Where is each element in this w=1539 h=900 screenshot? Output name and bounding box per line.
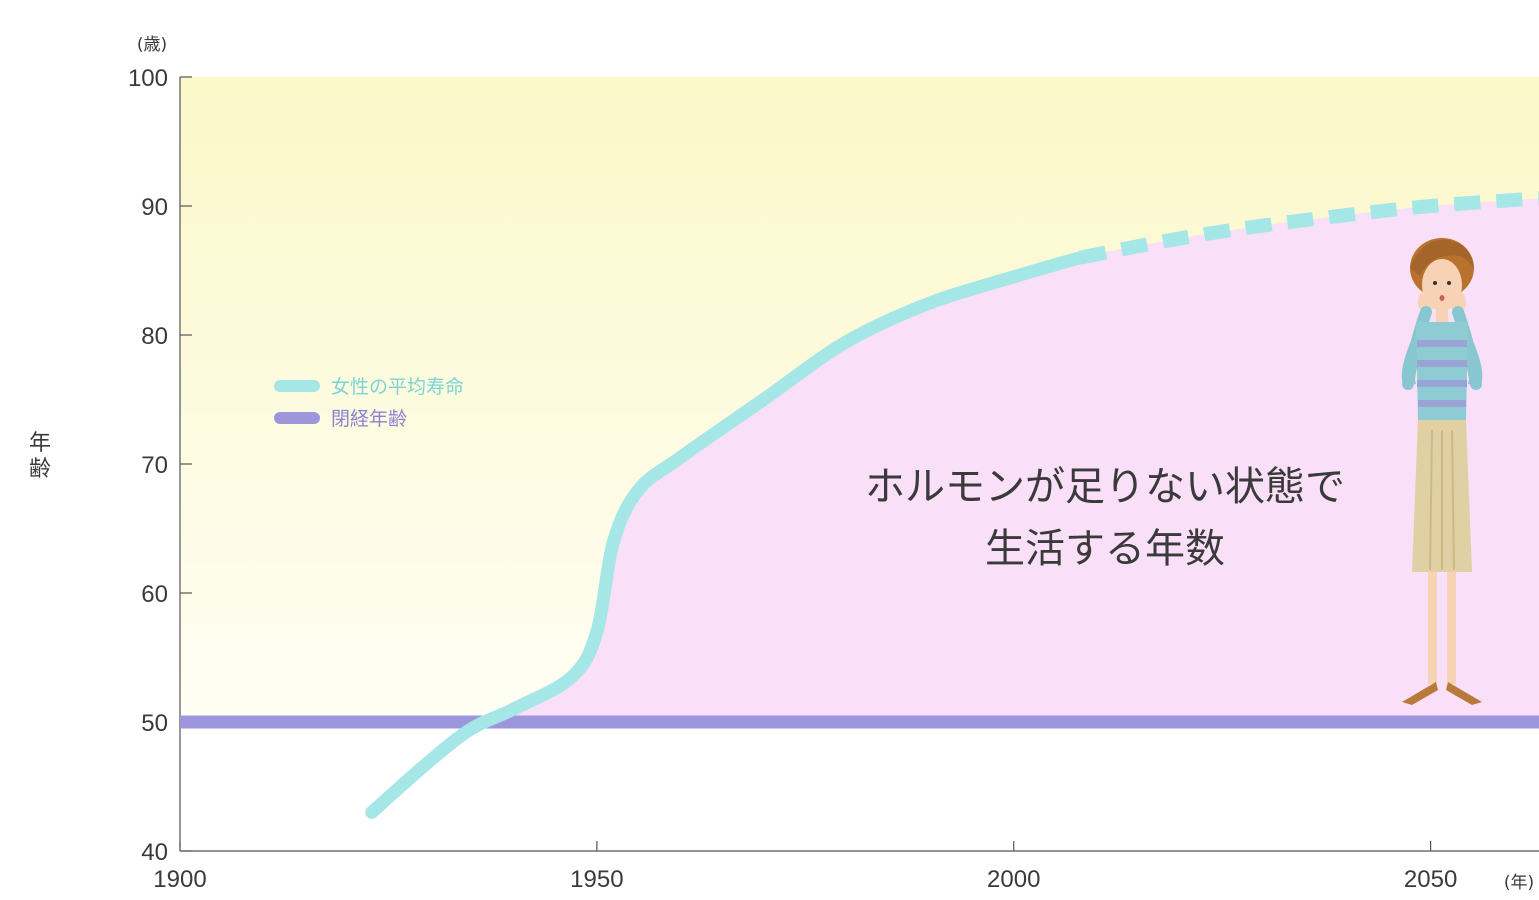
x-tick-label: 1900 [153,866,206,893]
y-tick-label: 100 [128,65,168,92]
y-tick-label: 80 [141,323,168,350]
annotation-line-2: 生活する年数 [985,526,1225,572]
x-tick-label: 2050 [1404,866,1457,893]
legend-item-life-expectancy: 女性の平均寿命 [274,376,464,398]
series-line-life-expectancy-projected [1079,191,1539,265]
y-tick-label: 40 [141,839,168,866]
hormone-gap-area [485,198,1539,722]
series-layer [180,191,1539,819]
y-tick-label: 90 [141,194,168,221]
y-tick-label: 50 [141,710,168,737]
y-tick-label: 70 [141,452,168,479]
legend: 女性の平均寿命 閉経年齢 [274,376,464,430]
y-axis-label-char: 年 [29,431,51,456]
y-tick-label: 60 [141,581,168,608]
y-axis-unit: (歳) [137,35,167,55]
gap-fill [485,198,1539,722]
y-axis-label-char: 齢 [29,457,51,482]
legend-item-menopause: 閉経年齢 [274,408,407,430]
annotation-line-1: ホルモンが足りない状態で [865,464,1345,510]
woman-illustration [1401,238,1483,705]
legend-label-life-expectancy: 女性の平均寿命 [331,376,464,398]
x-axis-unit: (年) [1504,873,1534,893]
x-tick-label: 1950 [570,866,623,893]
y-axis-label: 年齢 [29,431,51,482]
x-tick-label: 2000 [987,866,1040,893]
series-line-life-expectancy [365,251,1087,819]
legend-label-menopause: 閉経年齢 [331,408,407,430]
